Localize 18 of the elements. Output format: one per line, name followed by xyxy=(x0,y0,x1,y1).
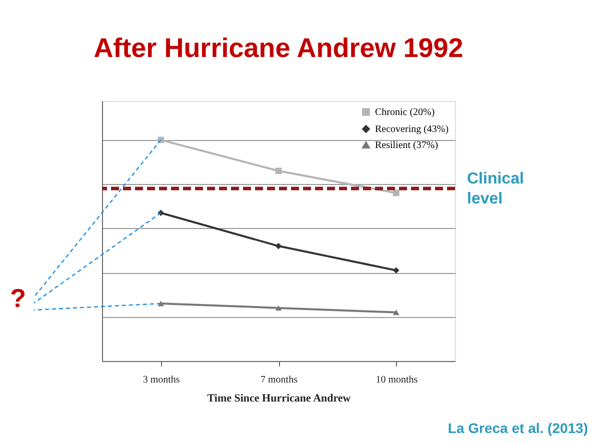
point xyxy=(393,267,400,274)
point xyxy=(275,305,282,311)
point xyxy=(158,300,164,306)
legend-label: Resilient (37%) xyxy=(375,140,438,151)
legend-label: Recovering (43%) xyxy=(375,124,449,135)
point xyxy=(393,190,400,196)
text: ? xyxy=(10,283,26,313)
text: La Greca et al. (2013) xyxy=(448,420,588,436)
point xyxy=(275,242,282,250)
point xyxy=(275,168,282,174)
legend-label: Chronic (20%) xyxy=(375,107,435,118)
x-tick-label: 10 months xyxy=(376,374,418,386)
ref-line-label: Clinical level xyxy=(467,170,524,208)
x-tick-label: 7 months xyxy=(260,374,298,386)
chart-title: After Hurricane Andrew 1992 xyxy=(94,33,464,63)
point xyxy=(393,310,400,316)
x-tick-label: 3 months xyxy=(142,374,180,386)
x-axis-title: Time Since Hurricane Andrew xyxy=(207,392,351,404)
